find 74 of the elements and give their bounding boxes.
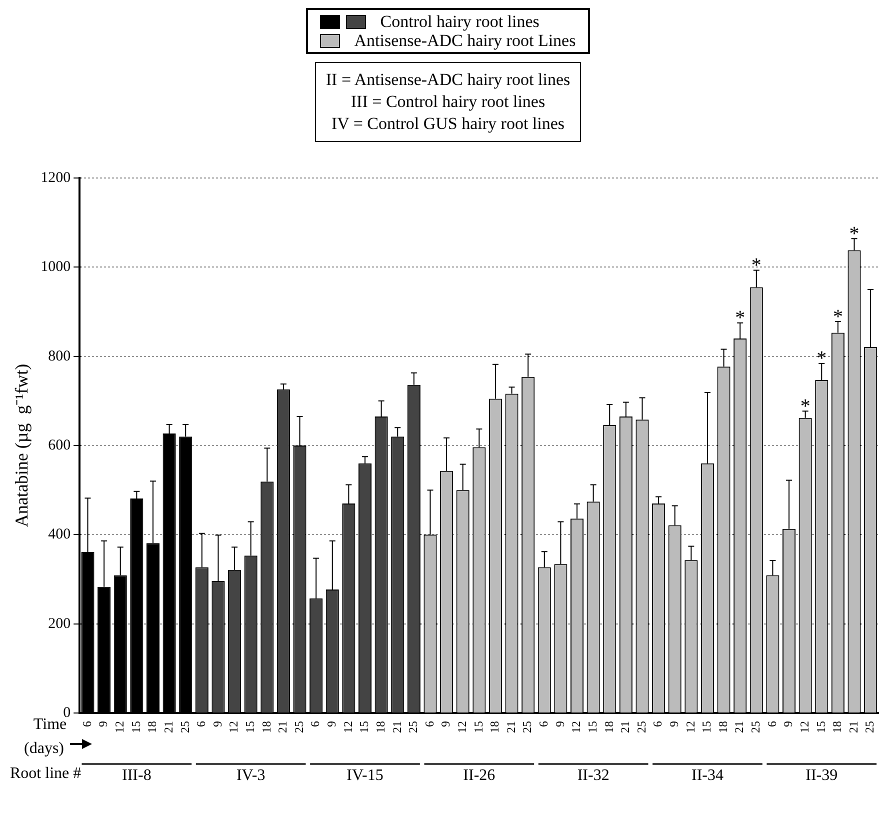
legend-label: Control hairy root lines [380,12,540,31]
x-tick-label: 21 [618,721,632,733]
x-tick-label: 12 [455,721,470,733]
y-tick-label: 200 [48,616,71,632]
x-tick-label: 12 [683,721,698,733]
x-tick-label: 18 [830,721,844,733]
x-tick-label: 9 [96,721,110,727]
x-tick-label: 25 [406,721,420,733]
x-tick-label: 15 [700,721,714,733]
x-tick-label: 21 [846,721,860,733]
x-tick-label: 25 [520,721,534,733]
data-label: * [751,254,762,277]
y-tick-label: 800 [48,348,71,364]
data-label: * [800,395,810,418]
x-tick-label: 12 [340,721,355,733]
x-tick-label: 6 [308,721,322,727]
data-label: * [735,307,746,330]
x-tick-label: 6 [80,721,94,727]
x-tick-label: 9 [552,721,567,727]
x-tick-label: 15 [357,721,372,733]
text: II = Antisense-ADC hairy root lines [326,69,570,91]
text: III = Control hairy root lines [350,91,546,113]
x-tick-label: 15 [242,721,257,733]
text: II-32 [577,767,610,784]
x-tick-label: 15 [814,721,828,733]
text: III-8 [122,767,152,784]
x-tick-label: 9 [210,721,224,727]
x-tick-label: 6 [422,721,436,727]
x-tick-label: 12 [797,721,812,733]
x-tick-label: 21 [276,721,290,733]
y-axis-title: Anatabine (µg g⁻¹fwt) [12,364,32,528]
text: IV-3 [236,767,266,784]
x-tick-label: 18 [716,721,730,733]
text: II-26 [463,767,496,784]
text: IV-15 [346,767,384,784]
x-tick-label: 9 [438,721,453,727]
x-tick-label: 6 [536,721,551,727]
x-tick-label: 6 [194,721,208,727]
data-label: * [849,222,860,245]
legend-label: Antisense-ADC hairy root Lines [354,31,576,50]
text: IV = Control GUS hairy root lines [330,113,566,135]
x-tick-label: 12 [226,721,241,733]
y-tick-label: 400 [48,526,71,543]
x-tick-label: 9 [324,721,339,727]
x-tick-label: 18 [488,721,502,733]
text: Root line # [10,765,82,782]
x-tick-label: 12 [112,721,127,733]
x-tick-label: 21 [504,721,518,733]
data-label: * [832,306,843,328]
x-tick-label: 9 [781,721,796,727]
x-tick-label: 15 [585,721,600,733]
x-tick-label: 18 [145,721,160,733]
x-tick-label: 9 [667,721,682,727]
x-tick-label: 25 [292,721,306,733]
x-tick-label: 25 [634,721,648,733]
x-tick-label: 6 [764,721,779,727]
x-tick-label: 25 [748,721,763,733]
x-tick-label: 15 [128,721,143,733]
x-tick-label: 21 [161,721,176,733]
x-tick-label: 18 [259,721,274,733]
x-tick-label: 6 [650,721,665,727]
y-tick-label: 1200 [40,170,71,186]
text: II-39 [806,767,838,784]
x-tick-label: 18 [602,721,616,733]
y-tick-label: 1000 [40,259,71,276]
y-tick-label: 600 [48,437,71,454]
x-tick-label: 25 [862,721,877,733]
x-tick-label: 15 [471,721,486,733]
x-tick-label: 18 [373,721,388,733]
x-tick-label: 25 [178,721,192,733]
x-tick-label: 12 [569,721,584,733]
text: II-34 [691,767,724,784]
x-tick-label: 21 [390,721,404,733]
x-tick-label: 21 [732,721,746,733]
